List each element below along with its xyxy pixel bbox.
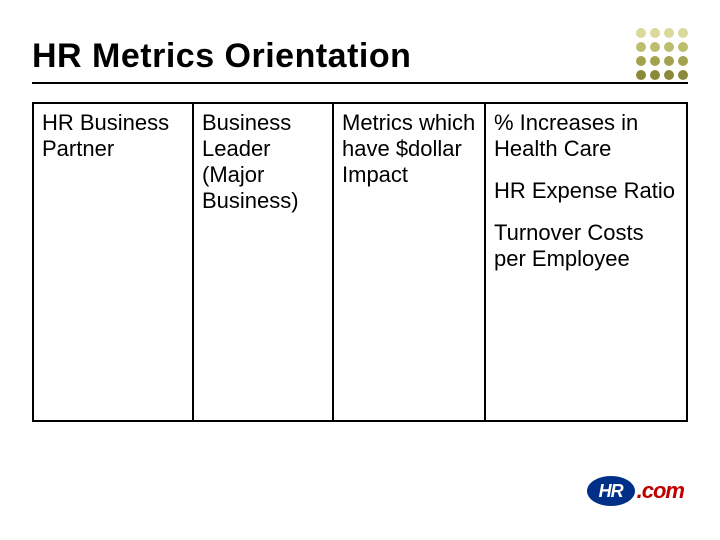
dot-icon: [636, 42, 646, 52]
dot-icon: [636, 70, 646, 80]
dot-icon: [636, 56, 646, 66]
hr-com-logo: HR .com: [587, 476, 684, 506]
metrics-table: HR Business Partner Business Leader (Maj…: [32, 102, 688, 422]
logo-dotcom: .com: [637, 478, 684, 504]
dot-icon: [650, 28, 660, 38]
table-cell: HR Business Partner: [42, 110, 184, 162]
dot-icon: [650, 42, 660, 52]
table-col-4: % Increases in Health Care HR Expense Ra…: [486, 104, 686, 420]
dot-icon: [664, 56, 674, 66]
table-col-2: Business Leader (Major Business): [194, 104, 334, 420]
slide-title: HR Metrics Orientation: [32, 37, 411, 76]
dot-icon: [678, 56, 688, 66]
dot-icon: [636, 28, 646, 38]
logo-oval: HR: [587, 476, 635, 506]
table-cell: Metrics which have $dollar Impact: [342, 110, 476, 188]
slide: HR Metrics Orientation HR Business Partn…: [0, 0, 720, 540]
dot-icon: [678, 42, 688, 52]
table-cell: % Increases in Health Care: [494, 110, 678, 162]
dot-icon: [664, 28, 674, 38]
decor-dots: [636, 28, 688, 80]
table-col-1: HR Business Partner: [34, 104, 194, 420]
dot-icon: [664, 42, 674, 52]
table-cell: HR Expense Ratio: [494, 178, 678, 204]
table-cell: Turnover Costs per Employee: [494, 220, 678, 272]
dot-icon: [678, 70, 688, 80]
dot-icon: [678, 28, 688, 38]
dot-icon: [650, 56, 660, 66]
dot-icon: [650, 70, 660, 80]
table-col-3: Metrics which have $dollar Impact: [334, 104, 486, 420]
title-row: HR Metrics Orientation: [32, 28, 688, 84]
dot-icon: [664, 70, 674, 80]
table-cell: Business Leader (Major Business): [202, 110, 324, 214]
